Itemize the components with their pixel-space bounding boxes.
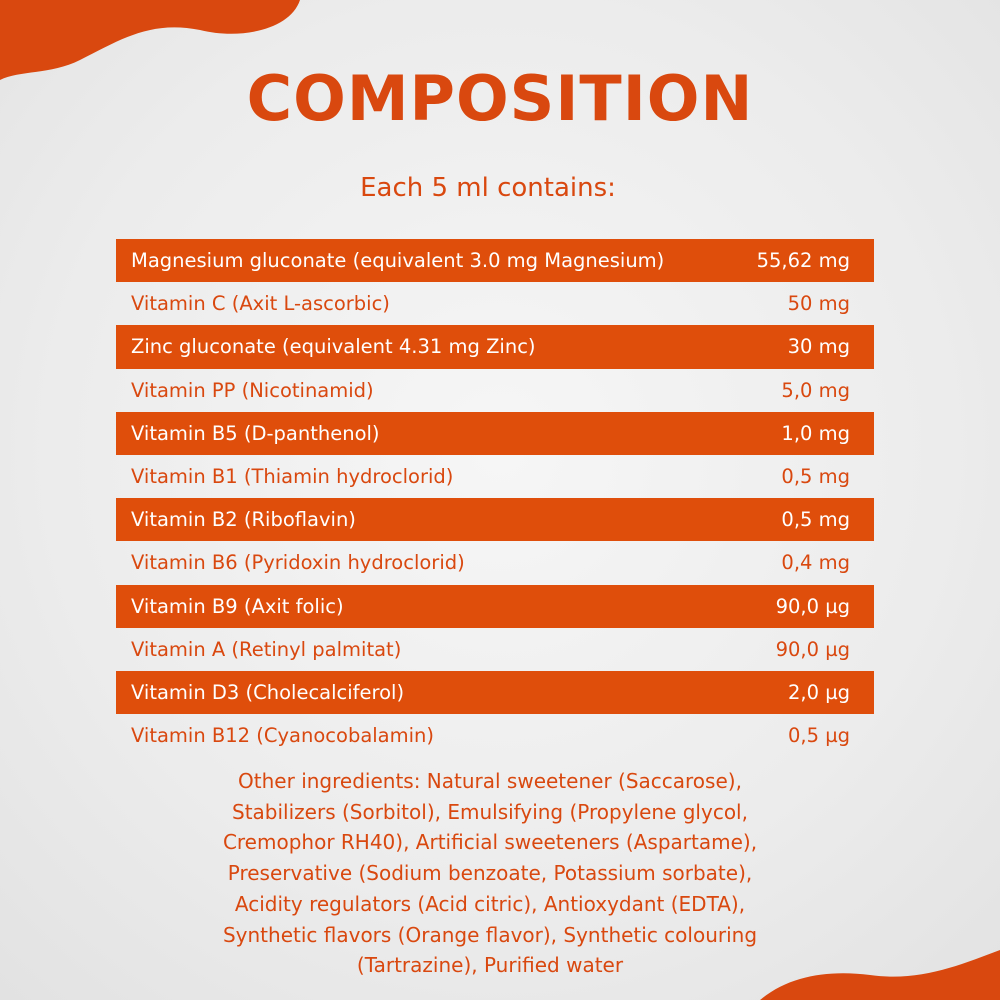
ingredient-line: Other ingredients: Natural sweetener (Sa… — [238, 769, 742, 793]
ingredient-amount: 90,0 µg — [775, 637, 850, 661]
ingredient-line: Preservative (Sodium benzoate, Potassium… — [227, 861, 753, 886]
ingredient-name: Vitamin C (Axit L-ascorbic) — [131, 292, 390, 316]
table-row: Vitamin PP (Nicotinamid) 5,0 mg — [116, 369, 874, 412]
ingredient-amount: 90,0 µg — [775, 594, 850, 618]
ingredient-amount: 30 mg — [787, 335, 850, 359]
ingredient-line: Synthetic flavors (Orange flavor), Synth… — [222, 922, 758, 947]
table-row: Zinc gluconate (equivalent 4.31 mg Zinc)… — [116, 325, 874, 369]
ingredient-amount: 0,5 µg — [788, 724, 850, 748]
subtitle: Each 5 ml contains: — [360, 173, 616, 203]
ingredient-name: Vitamin B6 (Pyridoxin hydroclorid) — [131, 551, 465, 575]
ingredient-line: Stabilizers (Sorbitol), Emulsifying (Pro… — [232, 799, 748, 824]
table-row: Vitamin A (Retinyl palmitat) 90,0 µg — [116, 628, 874, 671]
table-row: Vitamin B2 (Riboflavin) 0,5 mg — [116, 498, 874, 542]
corner-blob — [760, 950, 1000, 1000]
ingredient-name: Zinc gluconate (equivalent 4.31 mg Zinc) — [131, 335, 536, 359]
ingredient-amount: 0,4 mg — [781, 551, 850, 575]
ingredient-name: Vitamin B5 (D-panthenol) — [131, 421, 380, 445]
corner-blob — [0, 0, 300, 80]
table-row: Vitamin B5 (D-panthenol) 1,0 mg — [116, 411, 874, 455]
ingredient-amount: 0,5 mg — [781, 508, 850, 532]
ingredient-amount: 55,62 mg — [756, 249, 850, 273]
table-row: Vitamin B6 (Pyridoxin hydroclorid) 0,4 mg — [116, 541, 874, 584]
ingredient-name: Vitamin B12 (Cyanocobalamin) — [131, 724, 435, 748]
ingredient-name: Vitamin B9 (Axit folic) — [131, 594, 344, 618]
ingredient-amount: 5,0 mg — [781, 378, 850, 402]
ingredient-name: Vitamin PP (Nicotinamid) — [131, 378, 374, 402]
ingredient-line: (Tartrazine), Purified water — [356, 953, 624, 978]
ingredient-amount: 1,0 mg — [781, 421, 850, 445]
ingredient-amount: 2,0 µg — [788, 680, 850, 704]
ingredient-line: Acidity regulators (Acid citric), Antiox… — [234, 891, 746, 916]
ingredient-name: Vitamin B1 (Thiamin hydroclorid) — [131, 465, 454, 489]
ingredient-amount: 50 mg — [787, 292, 850, 316]
other-ingredients: Other ingredients: Natural sweetener (Sa… — [0, 766, 980, 981]
ingredient-amount: 0,5 mg — [781, 465, 850, 489]
table-row: Vitamin B9 (Axit folic) 90,0 µg — [116, 584, 874, 628]
ingredient-name: Magnesium gluconate (equivalent 3.0 mg M… — [131, 249, 665, 273]
table-row: Vitamin C (Axit L-ascorbic) 50 mg — [116, 282, 874, 325]
title: COMPOSITION — [246, 62, 754, 135]
table-row: Vitamin B1 (Thiamin hydroclorid) 0,5 mg — [116, 455, 874, 498]
ingredient-name: Vitamin A (Retinyl palmitat) — [131, 637, 402, 661]
ingredient-name: Vitamin B2 (Riboflavin) — [131, 508, 356, 532]
composition-table: Magnesium gluconate (equivalent 3.0 mg M… — [116, 239, 874, 757]
ingredient-name: Vitamin D3 (Cholecalciferol) — [131, 680, 405, 704]
table-row: Vitamin B12 (Cyanocobalamin) 0,5 µg — [116, 714, 874, 757]
table-row: Vitamin D3 (Cholecalciferol) 2,0 µg — [116, 670, 874, 715]
ingredient-line: Cremophor RH40), Artificial sweeteners (… — [222, 830, 758, 855]
table-row: Magnesium gluconate (equivalent 3.0 mg M… — [116, 239, 874, 283]
